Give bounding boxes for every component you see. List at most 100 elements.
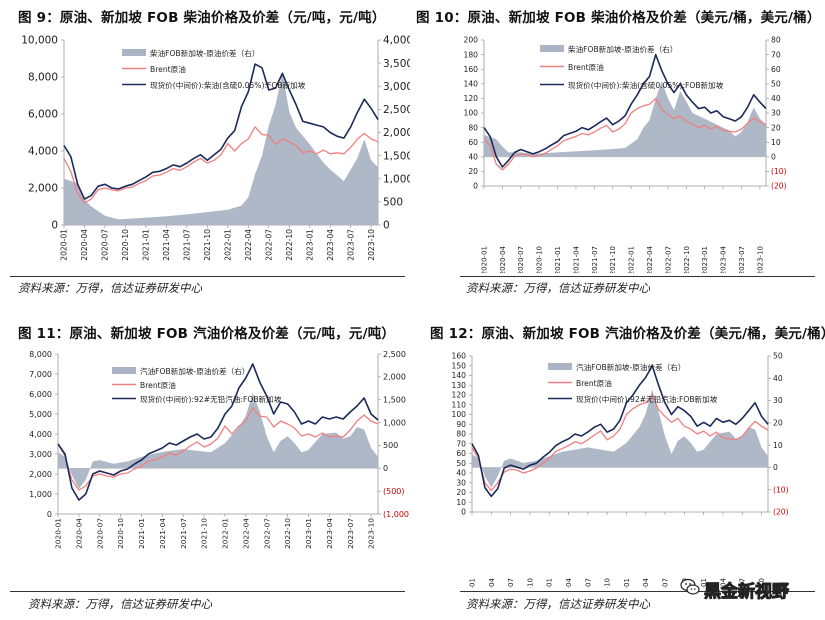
legend-label: Brent原油 [140, 380, 176, 390]
x-tick-label: 2021-07 [183, 229, 192, 261]
x-tick-label: 2021-04 [162, 229, 171, 261]
y-right-tick-label: 3,500 [383, 58, 410, 70]
x-tick-label: 2020-10 [536, 246, 544, 273]
y-left-tick-label: 8,000 [28, 72, 58, 84]
y-left-tick-label: 60 [456, 449, 466, 458]
y-right-tick-label: 500 [383, 197, 403, 209]
x-tick-label: 2022-10 [285, 229, 294, 261]
x-tick-label: 2020-04 [499, 245, 507, 273]
y-right-tick-label: 4,000 [383, 35, 410, 47]
x-tick-label: 2021-04 [158, 518, 167, 549]
y-right-tick-label: 1,500 [383, 396, 406, 405]
x-tick-label: 2021-10 [200, 518, 209, 549]
y-right-tick-label: 2,000 [383, 127, 410, 139]
x-tick-label: 2020-04 [80, 229, 89, 261]
x-tick-label: 2020-01 [468, 578, 476, 588]
y-left-tick-label: 4,000 [28, 146, 58, 158]
x-tick-label: 2023-07 [346, 518, 355, 549]
x-tick-label: 2023-01 [700, 578, 708, 588]
divider-rule [460, 591, 815, 592]
y-left-tick-label: 5,000 [29, 410, 52, 419]
y-right-tick-label: (20) [773, 508, 789, 517]
y-left-tick-label: 0 [473, 182, 478, 191]
y-left-tick-label: 10,000 [21, 35, 58, 47]
legend-swatch-spread [540, 45, 564, 52]
panel-title-fig12: 图 12：原油、新加坡 FOB 汽油价格及价差（美元/桶，美元/桶） [430, 326, 825, 342]
panel-title-fig10: 图 10：原油、新加坡 FOB 柴油价格及价差（美元/桶，美元/桶） [416, 10, 821, 26]
x-tick-label: 2023-04 [326, 229, 335, 261]
source-note: 资料来源：万得，信达证券研发中心 [466, 281, 650, 295]
y-right-tick-label: (20) [771, 182, 787, 191]
x-tick-label: 2021-04 [565, 577, 573, 588]
divider-rule [10, 276, 405, 277]
x-tick-label: 2023-10 [367, 518, 376, 549]
y-left-tick-label: 40 [456, 469, 466, 478]
y-left-tick-label: 2,000 [28, 183, 58, 195]
y-left-tick-label: 50 [456, 459, 466, 468]
wechat-icon [680, 578, 700, 595]
legend-label: 现货价(中间价):柴油(含硫0.05%):FOB新加坡 [568, 80, 724, 90]
y-left-tick-label: 180 [464, 50, 479, 59]
x-tick-label: 2022-01 [223, 229, 232, 261]
x-tick-label: 2023-04 [720, 245, 728, 273]
y-right-tick-label: 30 [771, 109, 781, 118]
y-right-tick-label: 20 [773, 419, 783, 428]
y-left-tick-label: 6,000 [28, 109, 58, 121]
y-right-tick-label: (10) [773, 485, 789, 494]
y-left-tick-label: 20 [456, 488, 466, 497]
y-left-tick-label: 80 [456, 430, 466, 439]
x-tick-label: 2020-01 [480, 246, 488, 273]
y-left-tick-label: 8,000 [29, 350, 52, 359]
series-line-spot [483, 53, 767, 168]
x-tick-label: 2021-04 [572, 245, 580, 273]
y-left-tick-label: 6,000 [29, 390, 52, 399]
panel-title-fig11: 图 11：原油、新加坡 FOB 汽油价格及价差（元/吨，元/吨） [18, 326, 396, 342]
y-right-tick-label: (500) [383, 487, 405, 496]
y-right-tick-label: 1,000 [383, 418, 406, 427]
x-tick-label: 2022-07 [661, 578, 669, 588]
series-area-spread [58, 392, 378, 489]
x-tick-label: 2021-07 [179, 518, 188, 549]
y-left-tick-label: 140 [464, 79, 479, 88]
x-tick-label: 2020-10 [121, 229, 130, 261]
y-right-tick-label: 2,500 [383, 350, 406, 359]
chart-fig11: 0 1,000 2,000 3,000 4,000 5,000 6,000 7,000 8,00… [29, 350, 410, 549]
legend-label: 柴油FOB新加坡-原油价差（右） [568, 44, 677, 54]
y-right-tick-label: 3,000 [383, 81, 410, 93]
y-left-tick-label: 4,000 [29, 430, 52, 439]
y-left-tick-label: 100 [452, 410, 467, 419]
x-tick-label: 2023-10 [758, 578, 766, 588]
legend-label: Brent原油 [568, 62, 604, 72]
x-tick-label: 2022-07 [664, 246, 672, 273]
x-tick-label: 2021-07 [591, 246, 599, 273]
y-left-tick-label: 110 [452, 400, 467, 409]
x-tick-label: 2022-04 [646, 245, 654, 273]
y-right-tick-label: 0 [771, 152, 776, 161]
x-tick-label: 2022-04 [244, 229, 253, 261]
legend-label: 现货价(中间价):柴油(含硫0.05%):FOB新加坡 [150, 80, 306, 90]
x-tick-label: 2020-07 [101, 229, 110, 261]
y-left-tick-label: 150 [452, 361, 467, 370]
x-tick-label: 2022-10 [683, 246, 691, 273]
divider-rule [460, 276, 815, 277]
y-right-tick-label: 50 [773, 352, 783, 361]
y-left-tick-label: 90 [456, 420, 466, 429]
y-right-tick-label: 30 [773, 396, 783, 405]
y-right-tick-label: 60 [771, 65, 781, 74]
x-tick-label: 2020-07 [95, 518, 104, 549]
x-tick-label: 2023-04 [719, 577, 727, 588]
chart-fig12: 0102030405060708090100110120130140150160… [452, 352, 789, 588]
x-tick-label: 2023-01 [304, 518, 313, 549]
x-tick-label: 2022-01 [623, 578, 631, 588]
y-left-tick-label: 160 [464, 65, 479, 74]
x-tick-label: 2022-04 [241, 518, 250, 549]
x-tick-label: 2022-10 [283, 518, 292, 549]
x-tick-label: 2021-10 [203, 229, 212, 261]
y-left-tick-label: 70 [456, 439, 466, 448]
y-left-tick-label: 200 [464, 36, 479, 45]
panel-title-fig9: 图 9：原油、新加坡 FOB 柴油价格及价差（元/吨，元/吨） [18, 10, 386, 26]
y-right-tick-label: 10 [773, 441, 783, 450]
y-right-tick-label: (10) [771, 167, 787, 176]
y-left-tick-label: 130 [452, 381, 467, 390]
y-left-tick-label: 10 [456, 498, 466, 507]
